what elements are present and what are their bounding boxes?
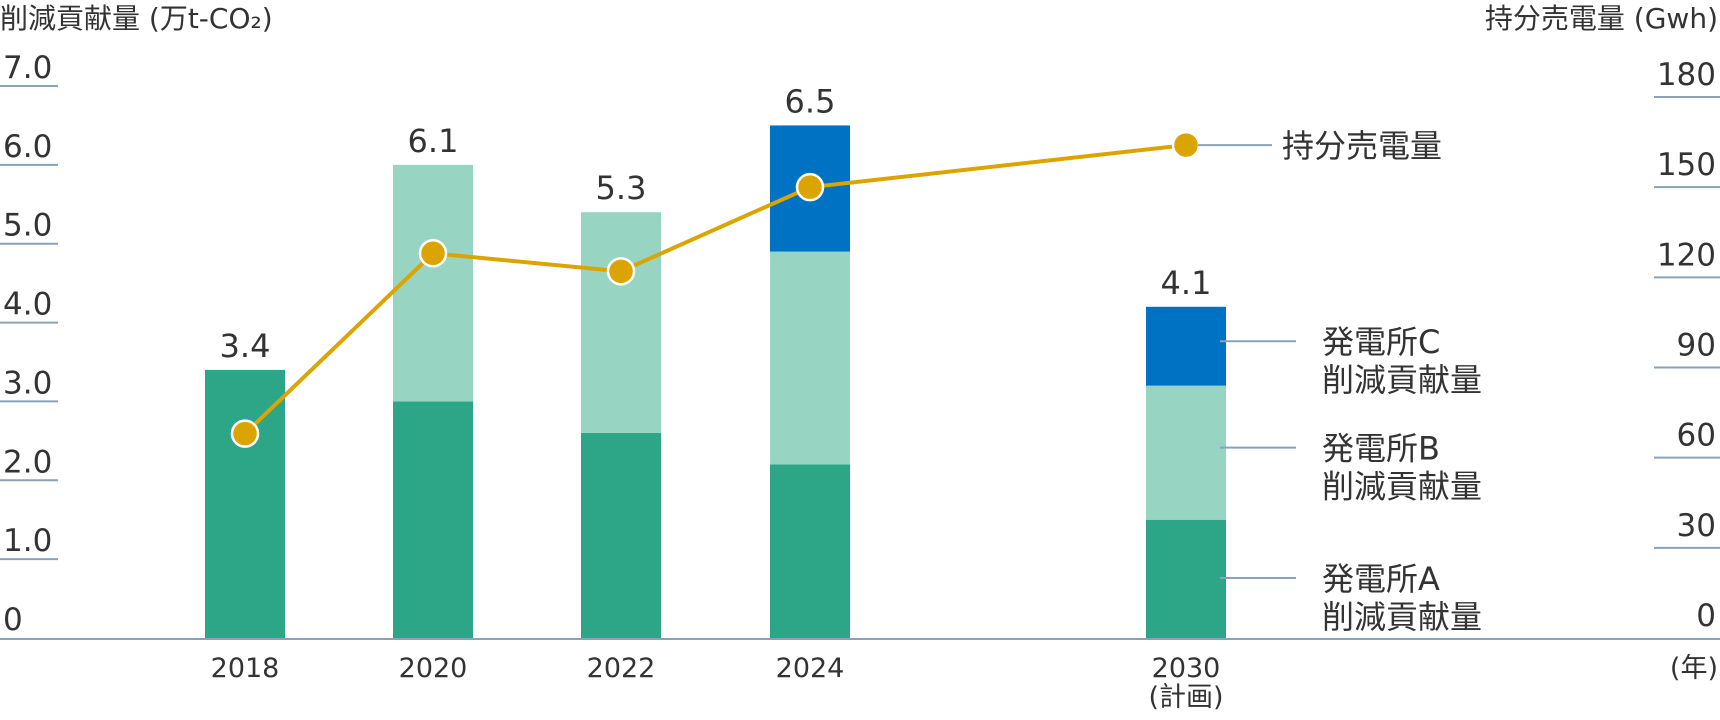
bar-segment-1-2022 [581,432,661,638]
right-axis-tick-label: 30 [1677,508,1716,544]
line-series-point [230,419,260,448]
bar-segment-1-2024 [770,464,850,638]
axes-layer: 削減貢献量 (万t-CO₂) 持分売電量 (Gwh) (年) 0 1.0 2.0 3.… [0,2,1720,684]
left-axis-tick-label: 4.0 [3,287,52,323]
left-axis-tick-label: 7.0 [3,50,52,86]
bar-segment-1-2020 [393,401,473,638]
line-series-power [243,143,1187,436]
line-series-point [1171,130,1201,160]
legend-entry-line2: 削減貢献量 [1322,468,1482,506]
left-axis-tick-label: 5.0 [3,208,52,244]
line-layer [230,130,1201,448]
left-axis-tick-label: 0 [3,602,23,638]
bar-segment-3-2030 [1146,306,1226,386]
left-axis-tick-label: 2.0 [3,444,52,480]
bar-segment-2-2022 [581,212,661,433]
bar-segment-2-2024 [770,251,850,465]
x-axis-tick-label: 2020 [399,653,468,684]
x-axis-tick-sublabel: (計画) [1148,682,1223,713]
line-series-point [606,257,636,286]
right-axis-tick-label: 150 [1657,147,1716,183]
right-axis-tick-label: 180 [1657,57,1716,93]
x-axis-tick-label: 2024 [776,653,845,684]
left-axis-tick-label: 3.0 [3,365,52,401]
legend-entry-line1: 発電所C [1322,323,1440,361]
right-axis-title: 持分売電量 (Gwh) [1485,2,1718,35]
legend-entry-power: 持分売電量 [1282,127,1442,165]
labels-layer: 2018 2020 2022 2024 2030(計画) 3.4 6.1 5.3 6.5 4.1 [211,82,1224,713]
left-axis-tick-label: 1.0 [3,523,52,559]
x-axis-unit-label: (年) [1670,653,1718,684]
x-axis-tick-label: 2030 [1152,653,1221,684]
bar-segment-2-2030 [1146,385,1226,520]
legend-entry-line2: 削減貢献量 [1322,361,1482,399]
left-axis-tick-label: 6.0 [3,129,52,165]
left-axis-title: 削減貢献量 (万t-CO₂) [0,2,273,35]
bars-layer [205,125,1226,638]
right-axis-tick-label: 90 [1677,328,1716,364]
bar-total-label: 6.1 [408,122,459,160]
line-series-point [795,172,825,202]
bar-total-label: 3.4 [220,327,271,365]
right-axis-tick-label: 60 [1677,418,1716,454]
bar-total-label: 5.3 [596,169,647,207]
right-axis-tick-label: 0 [1696,598,1716,634]
x-axis-tick-label: 2022 [587,653,656,684]
line-series-point [418,239,448,268]
bar-segment-1-2030 [1146,519,1226,638]
bar-segment-2-2020 [393,164,473,402]
x-axis-tick-label: 2018 [211,653,280,684]
right-axis-tick-label: 120 [1657,237,1716,273]
bar-total-label: 4.1 [1161,264,1212,302]
legend-entry-line2: 削減貢献量 [1322,598,1482,636]
legend-entry-line1: 発電所B [1322,430,1440,468]
bar-total-label: 6.5 [785,82,836,120]
bar-segment-1-2018 [205,369,285,638]
legend-entry-line1: 発電所A [1322,560,1440,598]
